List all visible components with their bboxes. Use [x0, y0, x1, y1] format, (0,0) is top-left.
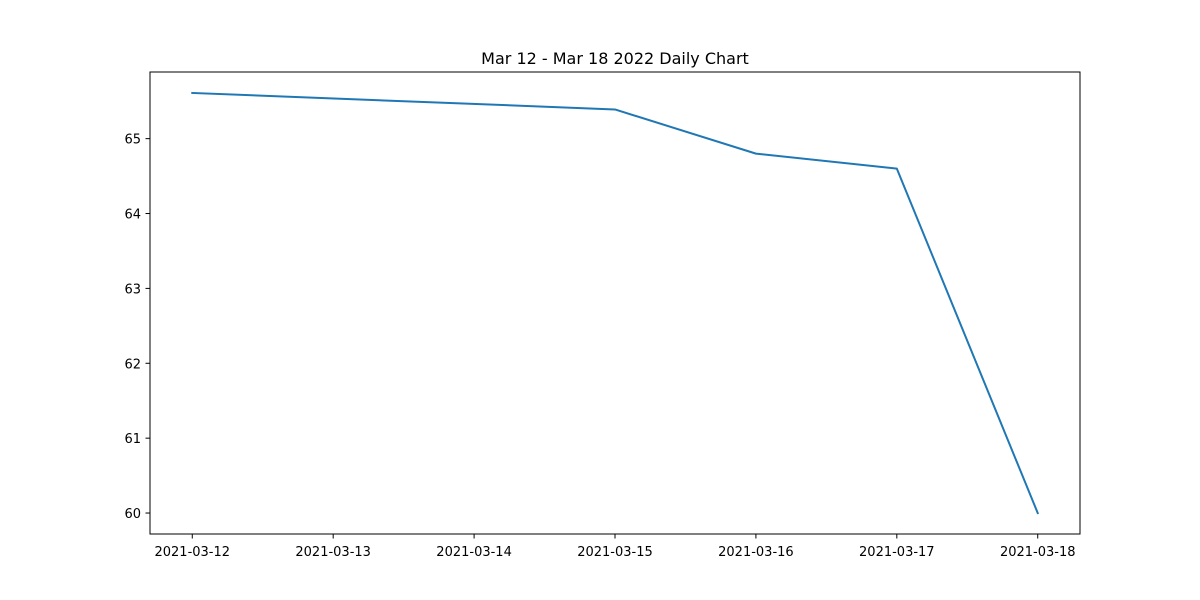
- y-tick-label: 65: [124, 133, 141, 148]
- data-point: [1037, 512, 1039, 514]
- x-tick-label: 2021-03-14: [436, 545, 512, 560]
- data-point: [896, 168, 898, 170]
- plot-area: 2021-03-12 2021-03-13 2021-03-14 2021-03-15…: [124, 71, 1081, 560]
- data-point: [191, 92, 193, 94]
- y-tick-label: 64: [124, 208, 141, 223]
- y-tick-label: 62: [124, 357, 141, 372]
- x-tick-label: 2021-03-18: [1000, 545, 1076, 560]
- x-tick-label: 2021-03-17: [859, 545, 935, 560]
- x-tick-label: 2021-03-15: [577, 545, 653, 560]
- series-line: [191, 91, 1040, 515]
- x-tick-label: 2021-03-16: [718, 545, 794, 560]
- y-tick-label: 60: [124, 507, 141, 522]
- data-point: [755, 153, 757, 155]
- y-tick-label: 63: [124, 282, 141, 297]
- x-tick-label: 2021-03-13: [295, 545, 371, 560]
- x-tick-label: 2021-03-12: [154, 545, 230, 560]
- y-tick-label: 61: [124, 432, 141, 447]
- data-point: [614, 108, 616, 110]
- chart-title: Mar 12 - Mar 18 2022 Daily Chart: [481, 49, 749, 68]
